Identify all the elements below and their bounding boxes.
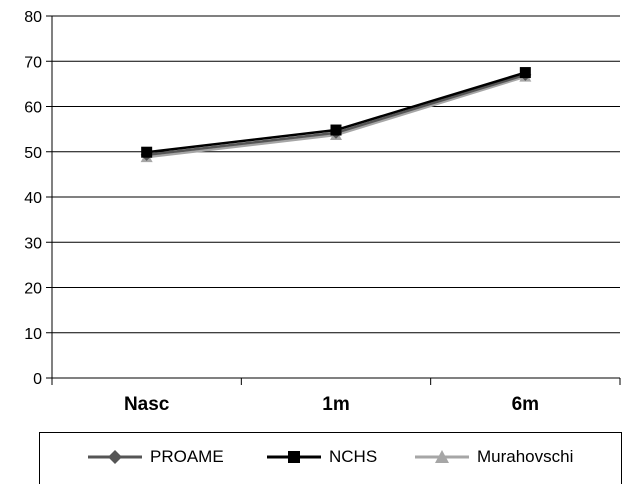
x-tick-label: 6m xyxy=(512,394,539,415)
y-tick-label: 40 xyxy=(24,190,42,207)
y-tick-label: 80 xyxy=(24,9,42,26)
legend-item-proame: PROAME xyxy=(88,447,224,467)
y-tick-label: 20 xyxy=(24,281,42,298)
data-point-nchs xyxy=(141,146,153,158)
y-tick-label: 0 xyxy=(33,371,42,388)
x-tick-label: Nasc xyxy=(124,394,170,415)
series-line-proame xyxy=(146,73,526,157)
y-tick-label: 70 xyxy=(24,54,42,71)
y-tick-label: 10 xyxy=(24,326,42,343)
y-tick-label: 60 xyxy=(24,100,42,117)
y-tick-label: 50 xyxy=(24,145,42,162)
legend-label-proame: PROAME xyxy=(150,447,224,466)
chart-legend: PROAME NCHS Murahovschi xyxy=(39,432,622,484)
y-tick-label: 30 xyxy=(24,235,42,252)
legend-swatch-nchs xyxy=(267,451,321,463)
data-point-nchs xyxy=(519,67,531,79)
legend-label-nchs: NCHS xyxy=(329,447,378,466)
legend-label-murahovschi: Murahovschi xyxy=(477,447,574,466)
data-point-nchs xyxy=(330,124,342,136)
x-tick-label: 1m xyxy=(322,394,349,415)
legend-swatch-proame xyxy=(88,450,142,464)
line-chart: 0 10 20 30 40 50 60 70 80 Nasc 1m 6m xyxy=(24,9,621,415)
legend-item-murahovschi: Murahovschi xyxy=(415,447,573,467)
legend-item-nchs: NCHS xyxy=(267,447,377,467)
series-line-nchs xyxy=(146,71,526,154)
legend-swatch-murahovschi xyxy=(415,450,469,463)
